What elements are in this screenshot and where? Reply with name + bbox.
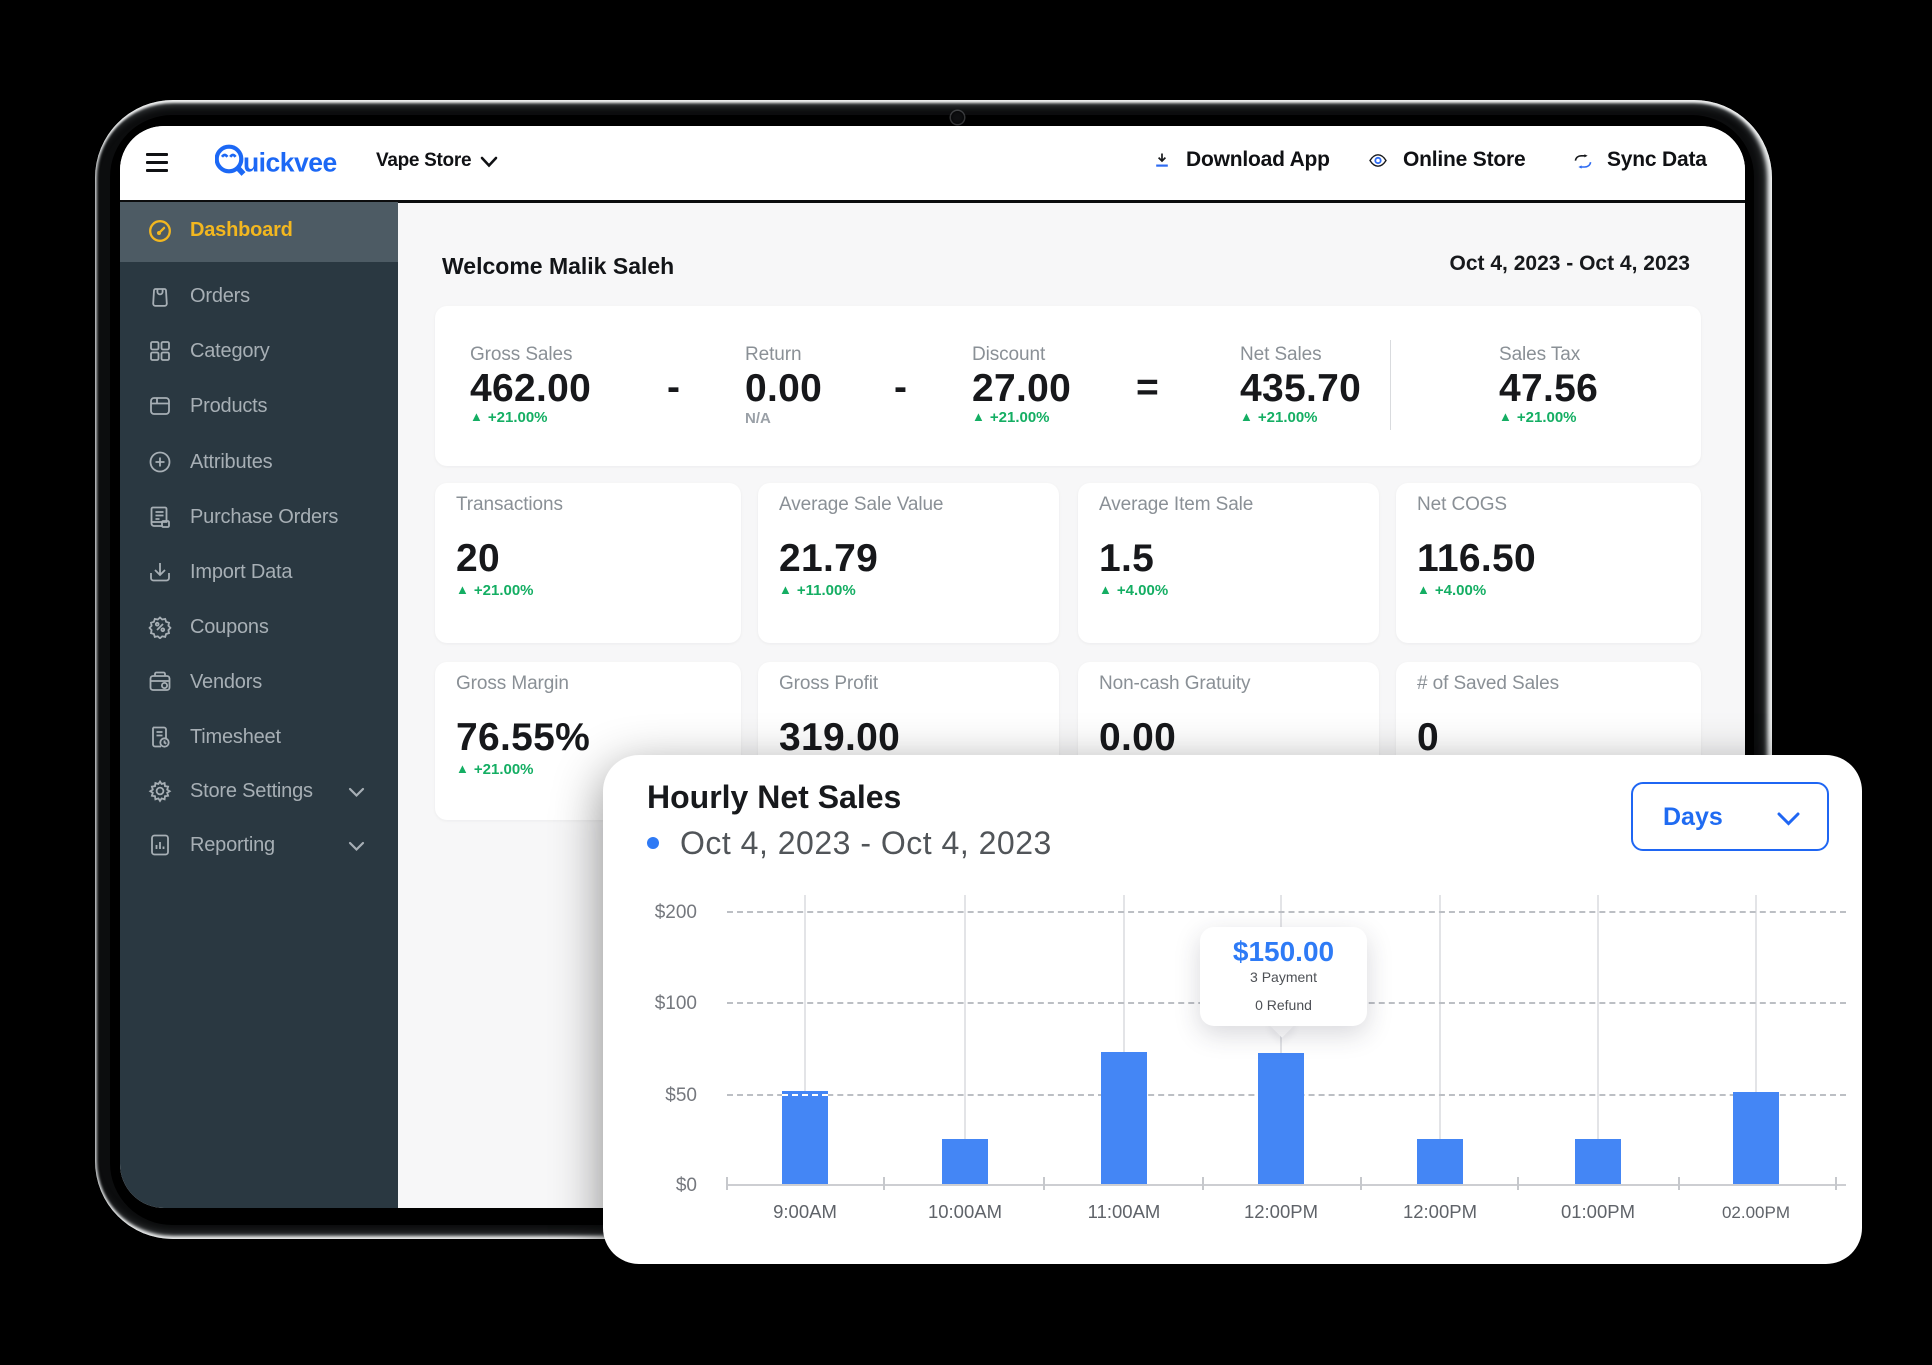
svg-text:uickvee: uickvee <box>243 148 337 178</box>
